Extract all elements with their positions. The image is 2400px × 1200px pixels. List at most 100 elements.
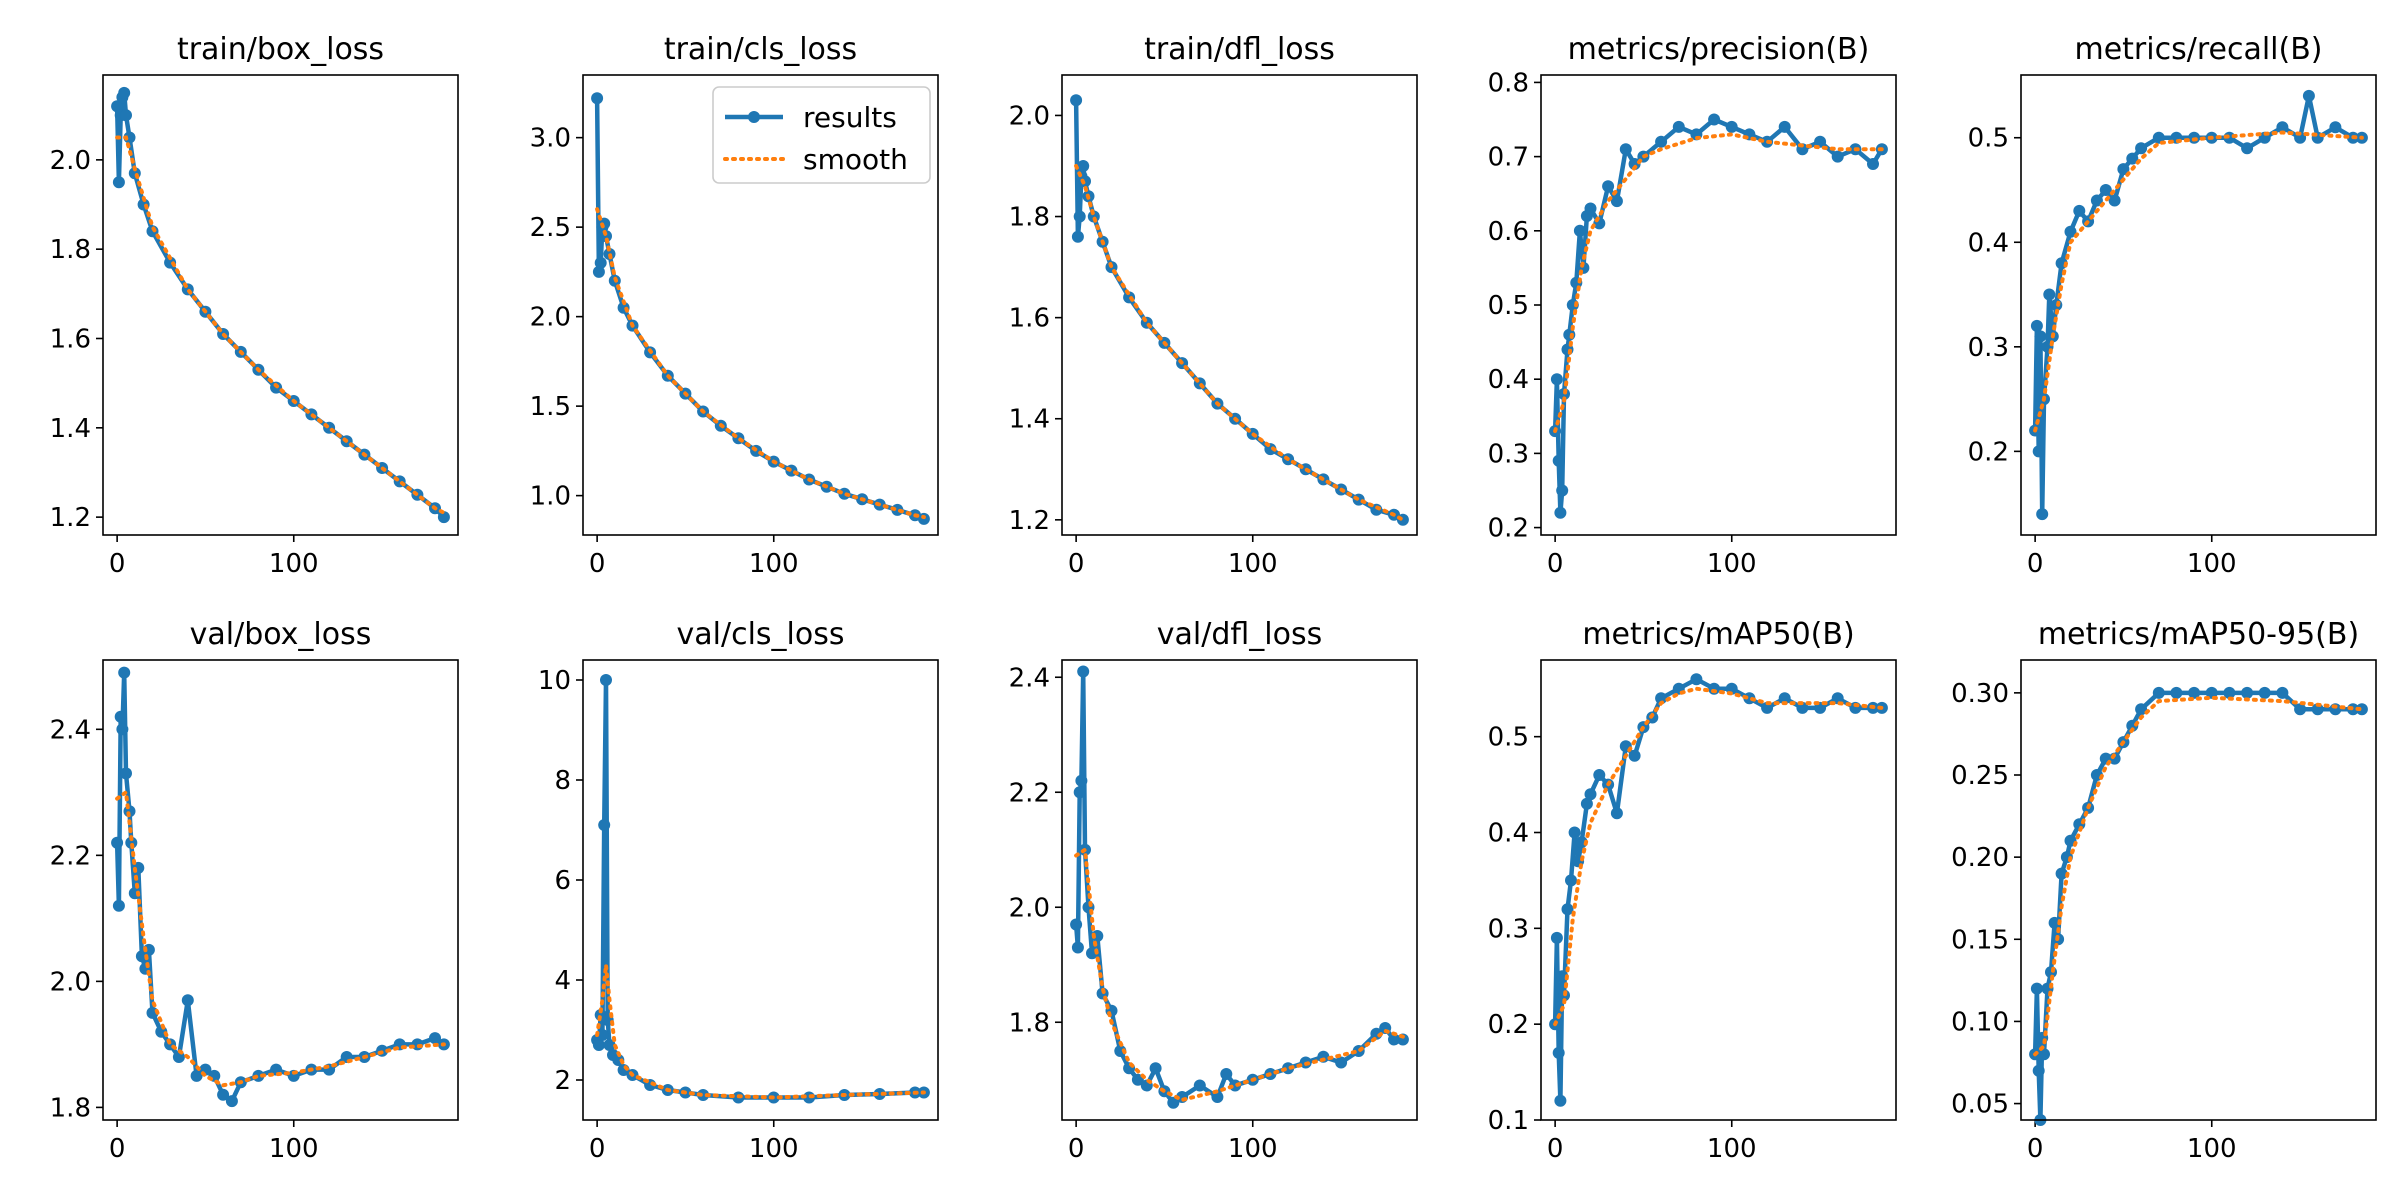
x-tick-label: 100 <box>1228 549 1278 579</box>
data-point <box>111 836 124 849</box>
subplot-title: train/box_loss <box>177 32 384 67</box>
data-point <box>697 1089 710 1101</box>
data-point <box>181 994 194 1007</box>
data-point <box>1396 513 1409 526</box>
y-tick-label: 1.8 <box>1009 1008 1050 1038</box>
y-tick-label: 10 <box>538 666 571 696</box>
data-point <box>118 86 131 99</box>
data-point <box>120 767 132 780</box>
subplot-title: train/cls_loss <box>664 32 857 67</box>
data-point <box>1593 769 1606 781</box>
data-point <box>2030 319 2043 332</box>
data-point <box>2108 194 2121 207</box>
y-tick-label: 0.4 <box>1488 819 1529 849</box>
data-point <box>1114 1045 1127 1057</box>
series-line-results <box>1552 676 1882 1104</box>
x-tick-label: 100 <box>2187 549 2237 579</box>
y-tick-label: 3.0 <box>530 124 571 154</box>
y-tick-label: 6 <box>554 866 571 896</box>
y-tick-label: 0.6 <box>1488 217 1529 247</box>
data-point <box>1070 918 1083 931</box>
data-point <box>2048 916 2061 929</box>
y-tick-label: 2.4 <box>1009 663 1050 693</box>
data-point <box>1556 484 1569 497</box>
subplot-7: val/dfl_loss 0 100 1.8 2.0 2.2 2.4 <box>1009 617 1418 1164</box>
y-tick-label: 1.8 <box>50 1093 91 1123</box>
x-tick-label: 100 <box>269 1134 319 1164</box>
subplot-title: val/box_loss <box>190 617 372 652</box>
data-point <box>2241 142 2254 155</box>
y-tick-label: 2.2 <box>1009 778 1050 808</box>
data-point <box>1584 788 1597 801</box>
axes-frame <box>102 659 459 1121</box>
data-point <box>1619 143 1632 156</box>
data-point <box>2126 152 2139 165</box>
axes-frame <box>582 659 939 1121</box>
data-point <box>1335 1056 1348 1069</box>
data-point <box>2064 225 2077 238</box>
y-tick-label: 1.5 <box>530 392 571 422</box>
data-point <box>2032 445 2045 458</box>
y-tick-label: 0.3 <box>1488 439 1529 469</box>
data-point <box>1778 692 1791 705</box>
x-tick-label: 0 <box>109 1134 126 1164</box>
y-tick-label: 1.2 <box>50 503 91 533</box>
y-tick-label: 4 <box>554 966 571 996</box>
y-tick-label: 1.8 <box>50 235 91 265</box>
data-point <box>591 92 604 105</box>
data-point <box>2170 686 2183 699</box>
data-point <box>1167 1096 1180 1109</box>
data-point <box>2090 194 2103 207</box>
legend-label-smooth: smooth <box>803 143 908 176</box>
y-tick-label: 0.15 <box>1951 925 2009 955</box>
axes-frame <box>1061 659 1418 1121</box>
x-tick-label: 100 <box>1707 1134 1757 1164</box>
y-tick-label: 2.0 <box>50 967 91 997</box>
data-point <box>1149 1062 1162 1075</box>
y-tick-label: 2.0 <box>530 303 571 333</box>
y-tick-label: 0.2 <box>1488 1010 1529 1040</box>
y-tick-label: 0.1 <box>1488 1106 1529 1136</box>
data-point <box>2036 508 2049 521</box>
data-point <box>125 836 138 849</box>
data-point <box>1550 931 1563 944</box>
data-point <box>1655 692 1668 705</box>
x-tick-label: 0 <box>2027 1134 2044 1164</box>
x-tick-label: 100 <box>1707 549 1757 579</box>
y-tick-label: 2.0 <box>1009 893 1050 923</box>
y-tick-label: 2.5 <box>530 213 571 243</box>
x-tick-label: 0 <box>109 549 126 579</box>
x-tick-label: 0 <box>589 549 606 579</box>
series-line-results <box>2032 93 2362 517</box>
data-point <box>1568 826 1581 839</box>
subplot-3: metrics/precision(B) 0 100 0.2 0.3 0.4 0.5 0.6 0… <box>1488 32 1897 579</box>
data-point <box>2038 1048 2050 1061</box>
subplot-title: metrics/mAP50-95(B) <box>2038 617 2359 652</box>
data-point <box>118 666 131 679</box>
data-point <box>1565 874 1577 887</box>
series-line-smooth <box>1553 686 1884 1027</box>
data-point <box>217 1088 230 1101</box>
data-point <box>2276 121 2289 134</box>
data-point <box>1610 195 1623 208</box>
series-line-smooth <box>2033 130 2364 433</box>
data-point <box>2355 703 2368 716</box>
subplot-8: metrics/mAP50(B) 0 100 0.1 0.2 0.3 0.4 0.5 <box>1488 617 1897 1164</box>
data-point <box>603 1039 616 1051</box>
data-point <box>1071 941 1084 954</box>
data-point <box>2276 686 2289 699</box>
data-point <box>1070 94 1083 107</box>
data-point <box>1743 692 1756 705</box>
data-point <box>112 176 125 189</box>
subplot-title: train/dfl_loss <box>1144 32 1335 67</box>
axes-frame <box>582 74 939 536</box>
subplot-title: metrics/recall(B) <box>2074 32 2322 67</box>
subplot-9: metrics/mAP50-95(B) 0 100 0.05 0.10 0.15 0.20 0… <box>1951 617 2377 1164</box>
data-point <box>1079 175 1091 188</box>
x-tick-label: 100 <box>269 549 319 579</box>
data-point <box>1610 807 1623 820</box>
series-line-results <box>1552 117 1884 515</box>
x-tick-label: 100 <box>749 549 799 579</box>
series-line-smooth <box>1074 846 1405 1103</box>
y-tick-label: 0.4 <box>1488 365 1529 395</box>
